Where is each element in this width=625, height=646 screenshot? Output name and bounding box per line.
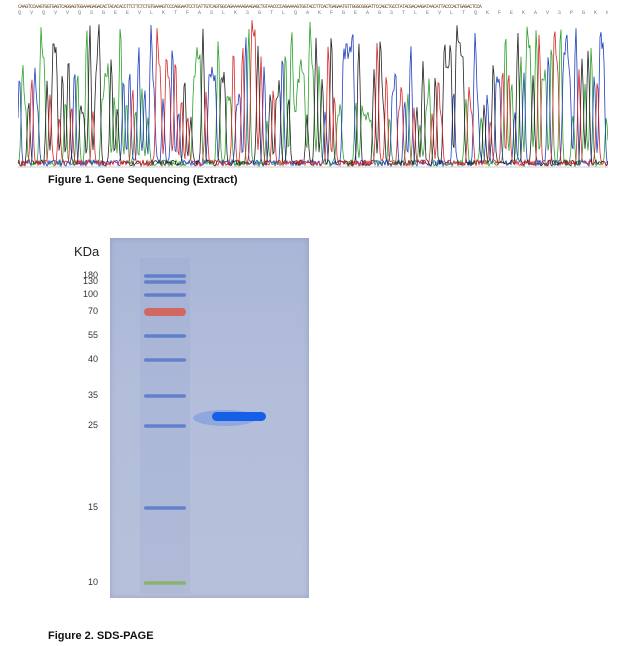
marker-label-130: 130 [82, 276, 98, 286]
ladder-band-180 [144, 274, 186, 278]
marker-label-10: 10 [87, 577, 98, 587]
marker-label-35: 35 [87, 390, 98, 400]
ladder-band-15 [144, 506, 186, 510]
marker-label-55: 55 [87, 330, 98, 340]
trace-A [18, 21, 608, 168]
marker-label-25: 25 [87, 420, 98, 430]
marker-label-100: 100 [82, 289, 98, 299]
trace-C [18, 24, 608, 168]
ladder-band-10 [144, 581, 186, 585]
sequence-strip: CAAGTCCAAGTGGTGAGTCAGGAGTGGAAAGAGACACTAC… [18, 4, 608, 18]
marker-label-40: 40 [87, 354, 98, 364]
trace-T [18, 20, 608, 168]
marker-label-15: 15 [87, 502, 98, 512]
gel-unit-label: KDa [74, 244, 100, 259]
sds-page-gel [110, 238, 309, 598]
ladder-band-70 [144, 308, 186, 316]
sample-band [212, 412, 266, 421]
dna-sequence-text: CAAGTCCAAGTGGTGAGTCAGGAGTGGAAAGAGACACTAC… [18, 4, 482, 10]
marker-label-70: 70 [87, 306, 98, 316]
ladder-band-55 [144, 334, 186, 338]
amino-acid-sequence-text: Q V Q V V Q S G E E V L K T F A S L K S … [18, 10, 608, 16]
figure2-caption: Figure 2. SDS-PAGE [48, 630, 154, 642]
ladder-band-35 [144, 394, 186, 398]
figure1-caption: Figure 1. Gene Sequencing (Extract) [48, 174, 238, 186]
ladder-band-40 [144, 358, 186, 362]
ladder-band-25 [144, 424, 186, 428]
ladder-band-100 [144, 293, 186, 297]
marker-label-180: 180 [82, 270, 98, 280]
ladder-band-130 [144, 280, 186, 284]
sequencing-chromatogram [18, 20, 608, 168]
trace-G [18, 24, 608, 168]
